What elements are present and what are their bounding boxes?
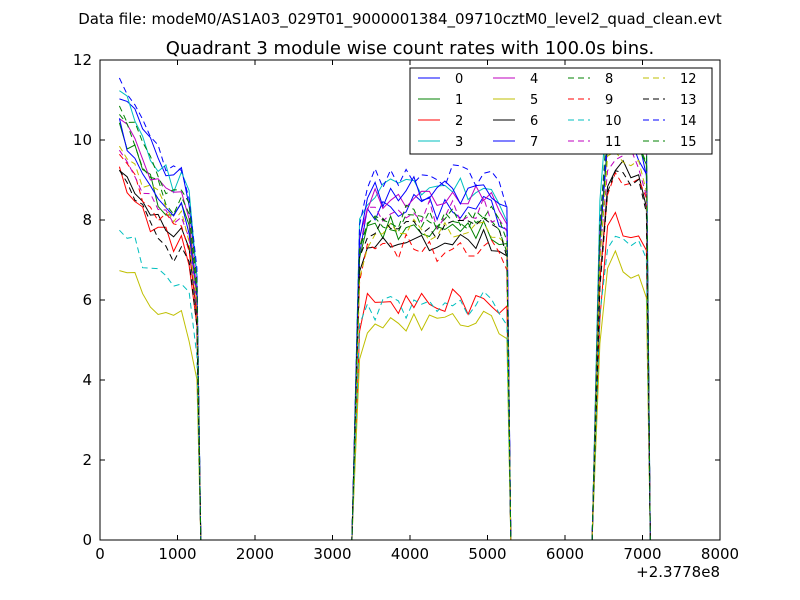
legend-label-4: 4	[530, 72, 538, 87]
series-line-4	[119, 114, 651, 541]
series-line-13	[118, 169, 651, 541]
legend-label-0: 0	[455, 72, 463, 87]
y-tick-label: 8	[82, 211, 92, 229]
x-tick-label: 1000	[158, 545, 196, 563]
legend-label-14: 14	[680, 114, 697, 129]
series-line-2	[118, 166, 651, 541]
legend-label-6: 6	[530, 114, 538, 129]
y-tick-label: 10	[73, 131, 92, 149]
y-tick-label: 4	[82, 371, 92, 389]
x-tick-label: 3000	[313, 545, 351, 563]
x-tick-label: 0	[95, 545, 105, 563]
legend-label-12: 12	[680, 72, 697, 87]
legend-label-5: 5	[530, 93, 538, 108]
x-tick-label: 7000	[623, 545, 661, 563]
chart-title: Quadrant 3 module wise count rates with …	[166, 38, 655, 59]
series-line-9	[119, 153, 651, 541]
series-line-14	[118, 77, 651, 541]
x-tick-label: 4000	[391, 545, 429, 563]
y-tick-label: 6	[82, 291, 92, 309]
series-lines	[118, 77, 651, 541]
legend-label-2: 2	[455, 114, 463, 129]
legend-label-15: 15	[680, 135, 697, 150]
legend-label-8: 8	[605, 72, 613, 87]
x-tick-label: 2000	[236, 545, 274, 563]
legend-box	[409, 67, 713, 155]
y-tick-label: 12	[73, 51, 92, 69]
series-line-10	[119, 229, 651, 541]
legend-label-13: 13	[680, 93, 697, 108]
x-tick-label: 5000	[468, 545, 506, 563]
data-file-suptitle: Data file: modeM0/AS1A03_029T01_90000013…	[78, 10, 722, 29]
x-offset-label: +2.3778e8	[636, 563, 720, 581]
legend-label-9: 9	[605, 93, 613, 108]
series-line-8	[119, 111, 651, 541]
series-line-15	[118, 104, 651, 541]
x-tick-label: 6000	[546, 545, 584, 563]
series-line-5	[119, 249, 651, 541]
x-axis: 0 1000 2000 3000 4000 5000 6000 7000 8000	[95, 60, 739, 563]
legend-label-3: 3	[455, 135, 463, 150]
series-line-12	[118, 145, 651, 541]
legend-label-1: 1	[455, 93, 463, 108]
legend-label-7: 7	[530, 135, 538, 150]
legend-label-10: 10	[605, 114, 622, 129]
y-tick-label: 2	[82, 451, 92, 469]
y-tick-label: 0	[82, 531, 92, 549]
x-tick-label: 8000	[701, 545, 739, 563]
legend-label-11: 11	[605, 135, 622, 150]
